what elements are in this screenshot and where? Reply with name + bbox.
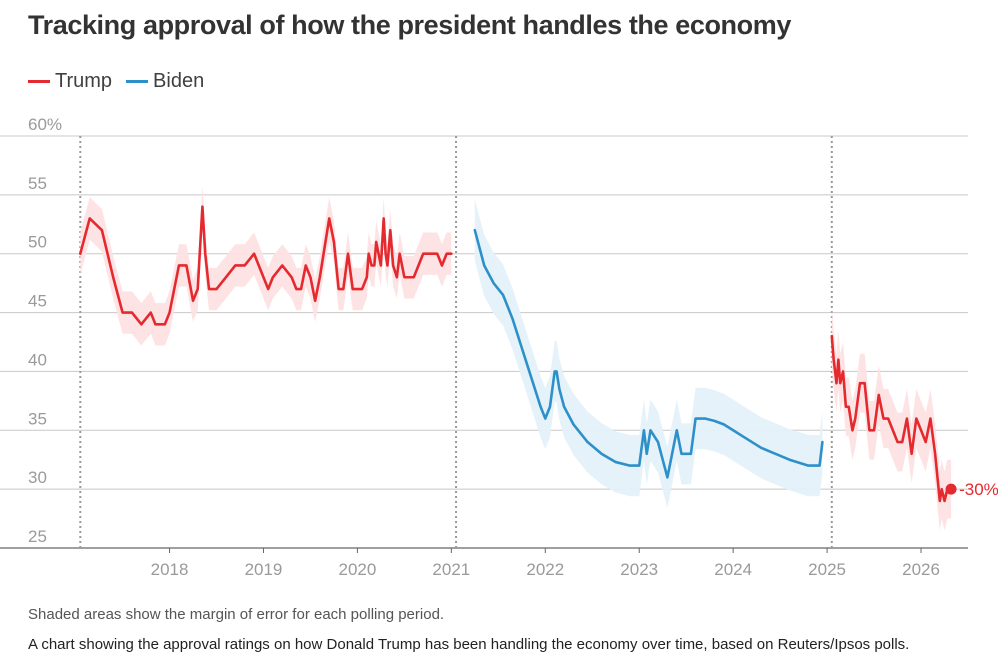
chart-title: Tracking approval of how the president h… [28,10,791,40]
x-tick-label-2026: 2026 [902,560,940,579]
margin-band-biden-1 [474,199,823,508]
x-tick-label-2023: 2023 [620,560,658,579]
y-tick-label-30: 30 [28,468,47,487]
chart-legend: Trump Biden [28,70,204,93]
grid-lines [0,135,968,553]
y-tick-label-55: 55 [28,174,47,193]
end-value-label: -30% [959,480,998,499]
y-tick-label-40: 40 [28,350,47,369]
approval-line-chart: 60% 55 50 45 40 35 30 25 2018 2019 2020 2021 2022 202… [0,115,998,579]
margin-band-trump-2 [831,306,952,531]
legend-label-biden: Biden [153,70,205,92]
y-tick-label-25: 25 [28,527,47,546]
series-lines [79,205,957,503]
axis-labels: 60% 55 50 45 40 35 30 25 2018 2019 2020 2021 2022 202… [28,115,998,579]
y-tick-label-50: 50 [28,233,47,252]
legend-item-biden: Biden [126,70,204,93]
legend-swatch-biden [126,80,149,83]
margin-note: Shaded areas show the margin of error fo… [28,606,445,623]
series-line-trump-2 [830,334,953,503]
margin-band-trump-0 [80,185,452,346]
y-tick-label-35: 35 [28,409,47,428]
y-tick-label-60: 60% [28,115,62,134]
x-tick-label-2019: 2019 [245,560,283,579]
end-point-marker [945,483,957,495]
x-tick-label-2025: 2025 [808,560,846,579]
margin-of-error-bands [80,185,952,531]
y-tick-label-45: 45 [28,292,47,311]
legend-label-trump: Trump [55,70,113,92]
x-tick-label-2018: 2018 [151,560,189,579]
legend-item-trump: Trump [28,70,112,93]
chart-caption: A chart showing the approval ratings on … [28,636,910,653]
x-tick-label-2020: 2020 [339,560,377,579]
series-line-trump-0 [79,205,453,326]
x-tick-label-2021: 2021 [432,560,470,579]
x-tick-label-2024: 2024 [714,560,752,579]
x-tick-label-2022: 2022 [526,560,564,579]
legend-swatch-trump [28,80,50,83]
series-line-biden-1 [473,228,824,479]
